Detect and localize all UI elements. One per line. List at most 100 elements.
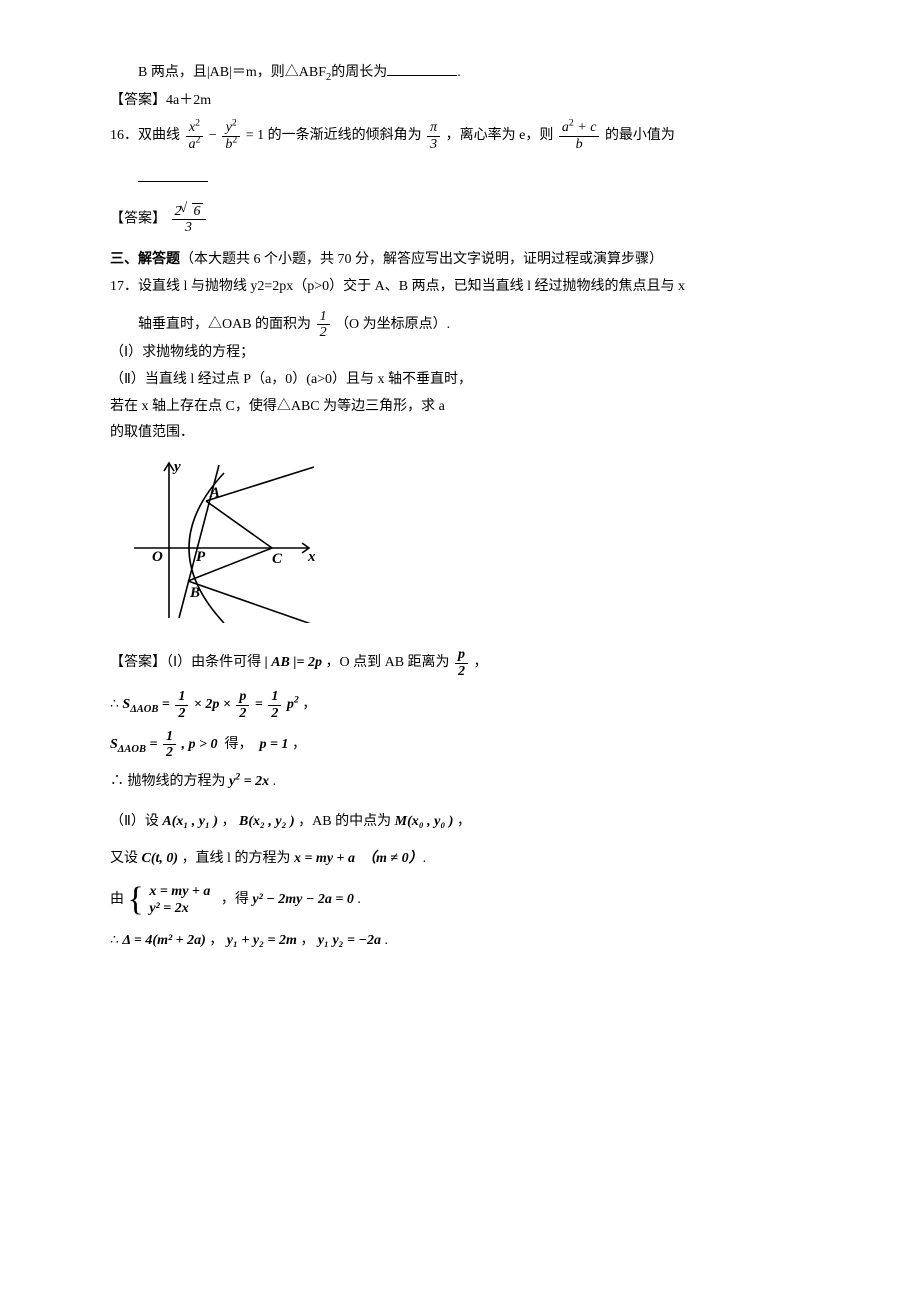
q16-tail: 的最小值为 [605, 128, 675, 143]
s-aob-line1: ∴ SΔAOB = 12 × 2p × p2 = 12 p2 ， [110, 689, 830, 721]
q16-pre: 双曲线 [138, 128, 180, 143]
half-den: 2 [317, 325, 330, 340]
answer-label-3: 【答案】 [110, 656, 166, 671]
q15-answer: 4a＋2m [166, 93, 211, 108]
Bxy: B(x₂ , y₂ ) [239, 814, 295, 829]
frac1-num-sup: 2 [195, 118, 200, 129]
Ct0: C(t, 0) [142, 851, 179, 866]
label-A: A [209, 485, 220, 501]
eq2: = [255, 697, 266, 712]
frac-y2-b2: y2 b2 [222, 120, 240, 152]
Mxy: M(x₀ , y₀ ) [395, 814, 454, 829]
label-O: O [152, 549, 163, 565]
comma-s1: ， [302, 697, 316, 712]
s1d: 2 [175, 706, 188, 721]
q17-line1: 17．设直线 l 与抛物线 y2=2px（p>0）交于 A、B 两点，已知当直线… [110, 274, 830, 301]
left-brace-icon: { [128, 883, 144, 917]
q17-p2a: （Ⅱ）当直线 l 经过点 P（a，0）(a>0）且与 x 轴不垂直时， [110, 367, 830, 394]
s1nb: 1 [163, 729, 176, 745]
get: 得， [224, 737, 252, 752]
comma-d: ， [209, 933, 223, 948]
q16-answer-line: 【答案】 26 3 [110, 203, 830, 236]
Axy: A(x₁ , y₁ ) [162, 814, 218, 829]
frac-pi-3: π 3 [427, 120, 440, 152]
s1n: 1 [175, 689, 188, 705]
blank-line [387, 61, 457, 76]
therefore-3: ∴ [110, 933, 119, 948]
s2n: p [236, 689, 249, 705]
frac-p-2: p 2 [455, 647, 468, 679]
s-eq2b: = [149, 737, 160, 752]
label-P: P [196, 549, 206, 565]
s3d: 2 [268, 706, 281, 721]
ii-delta-line: ∴ Δ = 4(m² + 2a) ， y₁ + y₂ = 2m ， y₁ y₂ … [110, 928, 830, 955]
label-C: C [272, 551, 283, 567]
ii-label: （Ⅱ）设 [110, 814, 159, 829]
section-3-header: 三、解答题（本大题共 6 个小题，共 70 分，解答应写出文字说明，证明过程或演… [110, 247, 830, 274]
s3n: 1 [268, 689, 281, 705]
section-3-note: （本大题共 6 个小题，共 70 分，解答应写出文字说明，证明过程或演算步骤） [180, 252, 663, 267]
q15-answer-line: 【答案】4a＋2m [110, 88, 830, 115]
comma-sum: ， [300, 933, 314, 948]
sys1: x = my + a [149, 883, 210, 901]
q17-l2a: 轴垂直时，△OAB 的面积为 [138, 317, 311, 332]
q16-mid: ，离心率为 e，则 [446, 128, 554, 143]
q17-ans1: 【答案】（Ⅰ）由条件可得 | AB |= 2p ，O 点到 AB 距离为 p 2… [110, 647, 830, 679]
page: B 两点，且|AB|＝m，则△ABF2的周长为. 【答案】4a＋2m 16．双曲… [0, 0, 920, 1302]
frac-s1: 12 [175, 689, 188, 721]
sum: y₁ + y₂ = 2m [227, 933, 297, 948]
psup: 2 [294, 695, 299, 706]
dot-1: . [273, 774, 277, 789]
ans-rad: 6 [192, 203, 203, 219]
frac4-den: b [559, 137, 600, 152]
ans-den: 3 [172, 220, 206, 235]
you-she: 又设 [110, 851, 138, 866]
p-eq-1: p = 1 [259, 737, 288, 752]
q17-p2c: 的取值范围． [110, 420, 830, 447]
q16-line: 16．双曲线 x2 a2 − y2 b2 = 1 的一条渐近线的倾斜角为 π 3… [110, 120, 830, 152]
pgt0: , p > 0 [181, 737, 217, 752]
answer-label-2: 【答案】 [110, 211, 166, 226]
label-y: y [172, 459, 181, 475]
q16-blank-line [110, 166, 830, 193]
p2-num: p [455, 647, 468, 663]
q17-l2b: （O 为坐标原点）. [335, 317, 450, 332]
frac3-num: π [427, 120, 440, 136]
q15-tail-b: 的周长为 [331, 65, 387, 80]
de: ，得 [221, 892, 249, 907]
frac-x2-a2: x2 a2 [186, 120, 204, 152]
you: 由 [110, 892, 124, 907]
frac4-num: a [562, 120, 569, 135]
s2d: 2 [236, 706, 249, 721]
diagram-svg: y x O A B P C [124, 453, 324, 623]
s-eq: = [162, 697, 173, 712]
frac1-den-sup: 2 [196, 134, 201, 145]
blank-line-2 [138, 167, 208, 182]
a1a: （Ⅰ）由条件可得 [166, 656, 261, 671]
p2-den: 2 [455, 664, 468, 679]
parabola-eq-line: ∴ 抛物线的方程为 y2 = 2x . [110, 769, 830, 796]
s-lhs2: S [110, 737, 118, 752]
sys2: y² = 2x [149, 900, 210, 918]
frac-s1b: 12 [163, 729, 176, 761]
delta: Δ = 4(m² + 2a) [122, 933, 205, 948]
quad-eq: y² − 2my − 2a = 0 [252, 892, 353, 907]
ii-line1: （Ⅱ）设 A(x₁ , y₁ ) ， B(x₂ , y₂ ) ，AB 的中点为 … [110, 809, 830, 836]
s-aob-line2: SΔAOB = 12 , p > 0 得， p = 1 ， [110, 729, 830, 761]
frac-s2: p2 [236, 689, 249, 721]
q17-p2b: 若在 x 轴上存在点 C，使得△ABC 为等边三角形，求 a [110, 394, 830, 421]
therefore-1: ∴ [110, 697, 119, 712]
m-ne: （m ≠ 0） [362, 851, 423, 866]
system-stack: x = my + a y² = 2x [149, 883, 210, 918]
label-B: B [189, 585, 200, 601]
half-num: 1 [317, 309, 330, 325]
frac1-den: a [189, 137, 196, 152]
q17-num: 17． [110, 279, 138, 294]
ii-system: 由 { x = my + a y² = 2x ，得 y² − 2my − 2a … [110, 883, 830, 918]
comma-a: ， [222, 814, 236, 829]
frac4-num-plus: + c [574, 120, 597, 135]
section-3-title: 三、解答题 [110, 252, 180, 267]
q17-l1: 设直线 l 与抛物线 y2=2px（p>0）交于 A、B 两点，已知当直线 l … [138, 279, 685, 294]
frac-s3: 12 [268, 689, 281, 721]
parab-pre: 抛物线的方程为 [128, 774, 226, 789]
